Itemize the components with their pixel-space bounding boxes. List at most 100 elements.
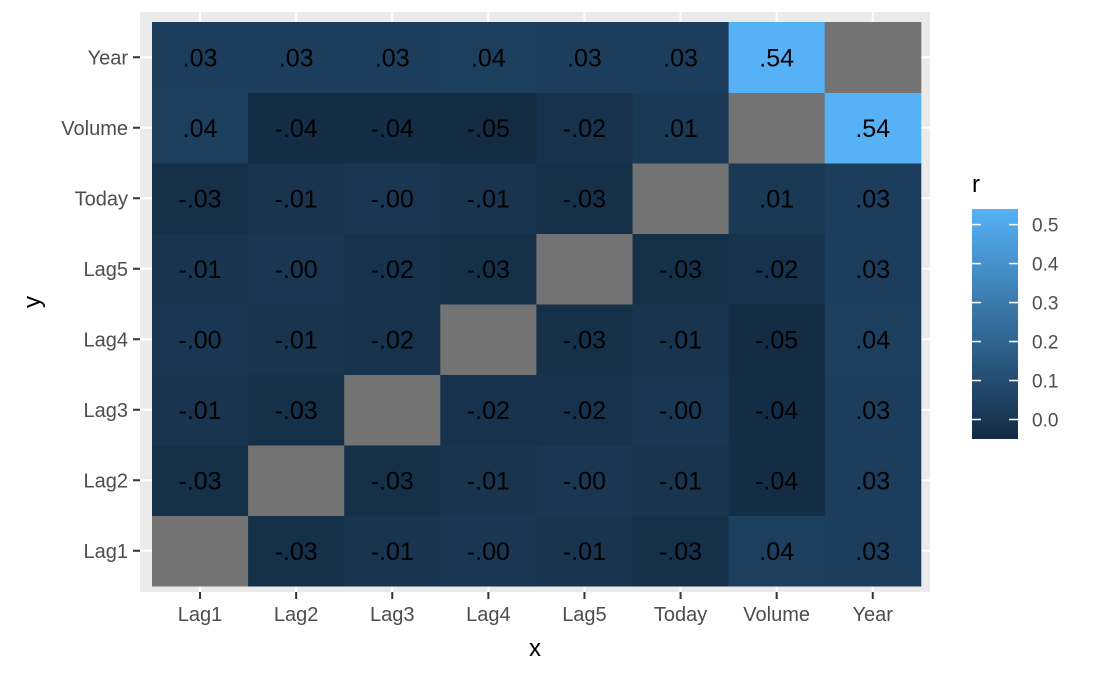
heatmap-cell (440, 163, 537, 234)
cell-value-label: -.03 (275, 538, 318, 566)
cell-value-label: -.00 (371, 185, 414, 213)
cell-value-label: .03 (567, 44, 602, 72)
cell-value-label: .03 (375, 44, 410, 72)
heatmap-cell (824, 163, 922, 234)
heatmap-cell (248, 92, 345, 164)
x-tick-label: Year (853, 604, 894, 626)
cell-value-label: .01 (663, 115, 698, 143)
legend-tick-label: 0.0 (1032, 411, 1058, 432)
heatmap-cell (632, 22, 730, 93)
cell-value-label: -.03 (275, 397, 318, 425)
heatmap-cell (248, 374, 345, 446)
cell-value-label: -.03 (179, 467, 222, 495)
cell-value-label: -.03 (659, 256, 702, 284)
heatmap-cell (536, 233, 633, 305)
heatmap-cell (824, 92, 922, 164)
y-tick-label: Volume (61, 118, 128, 140)
cell-value-label: -.01 (179, 397, 222, 425)
heatmap-cell (440, 92, 537, 164)
cell-value-label: .01 (759, 185, 794, 213)
cell-value-label: -.02 (563, 115, 606, 143)
heatmap-cell (248, 304, 345, 375)
legend-ticks: 0.0 0.1 0.2 0.3 0.4 0.5 (972, 216, 1059, 432)
cell-value-label: -.04 (371, 115, 414, 143)
heatmap-cell (632, 445, 730, 516)
cell-value-label: -.00 (467, 538, 510, 566)
cell-value-label: -.00 (563, 467, 606, 495)
cell-value-label: -.05 (755, 326, 798, 354)
heatmap-cell (536, 304, 633, 375)
heatmap-cell (344, 515, 441, 587)
cell-value-label: -.04 (275, 115, 318, 143)
cell-value-label: -.02 (467, 397, 510, 425)
heatmap-cell (728, 445, 826, 516)
cell-value-label: .04 (759, 538, 794, 566)
y-tick-label: Lag1 (84, 541, 129, 563)
heatmap-cell (248, 445, 345, 516)
cell-value-label: -.02 (371, 256, 414, 284)
y-tick-label: Year (88, 47, 129, 69)
heatmap-cell (344, 92, 441, 164)
legend-tick-label: 0.5 (1032, 216, 1058, 237)
x-tick-label: Lag1 (178, 604, 223, 626)
heatmap-cell (152, 374, 249, 446)
legend-colorbar (972, 209, 1018, 439)
heatmap-cell (632, 304, 730, 375)
heatmap-cell-labels: -.03 -.01 -.00 -.01 -.03 .04 .03 -.03 -.03 -.01 -.… (179, 44, 891, 566)
heatmap-cell (728, 163, 826, 234)
heatmap-cell (728, 233, 826, 305)
color-legend: r 0.0 0.1 0.2 0.3 0.4 0.5 (972, 171, 1059, 439)
cell-value-label: .03 (663, 44, 698, 72)
y-tick-label: Lag5 (84, 259, 129, 281)
heatmap-cell (344, 233, 441, 305)
y-tick-label: Lag4 (84, 329, 129, 351)
cell-value-label: -.01 (275, 326, 318, 354)
cell-value-label: -.02 (563, 397, 606, 425)
heatmap-cell (440, 445, 537, 516)
heatmap-cell (632, 163, 730, 234)
heatmap-cell (728, 92, 826, 164)
cell-value-label: .03 (279, 44, 314, 72)
cell-value-label: -.00 (275, 256, 318, 284)
cell-value-label: -.05 (467, 115, 510, 143)
cell-value-label: -.01 (467, 467, 510, 495)
cell-value-label: -.01 (467, 185, 510, 213)
legend-tick-label: 0.1 (1032, 372, 1058, 393)
heatmap-cell (152, 163, 249, 234)
cell-value-label: -.01 (563, 538, 606, 566)
heatmap-cell (440, 233, 537, 305)
cell-value-label: .03 (855, 467, 890, 495)
heatmap-cell (152, 22, 249, 93)
heatmap-cell (536, 445, 633, 516)
legend-title: r (972, 171, 980, 198)
cell-value-label: -.04 (755, 397, 798, 425)
cell-value-label: -.01 (179, 256, 222, 284)
heatmap-cell (536, 374, 633, 446)
y-axis-title: y (19, 296, 46, 308)
heatmap-cell (632, 92, 730, 164)
cell-value-label: .54 (855, 115, 890, 143)
heatmap-cell (632, 233, 730, 305)
heatmap-cell (632, 374, 730, 446)
legend-tick-label: 0.3 (1032, 294, 1058, 315)
cell-value-label: -.01 (371, 538, 414, 566)
cell-value-label: -.02 (755, 256, 798, 284)
cell-value-label: -.02 (371, 326, 414, 354)
cell-value-label: .03 (855, 185, 890, 213)
heatmap-cell (824, 304, 922, 375)
heatmap-cell (344, 445, 441, 516)
heatmap-cell (728, 374, 826, 446)
heatmap-cell (440, 374, 537, 446)
heatmap-cell (152, 233, 249, 305)
cell-value-label: .04 (183, 115, 218, 143)
cell-value-label: .04 (471, 44, 506, 72)
heatmap-cell (824, 233, 922, 305)
cell-value-label: -.01 (659, 326, 702, 354)
heatmap-cell (632, 515, 730, 587)
heatmap-cell (152, 92, 249, 164)
heatmap-cell (536, 515, 633, 587)
x-tick-label: Lag2 (274, 604, 319, 626)
heatmap-cell (824, 515, 922, 587)
x-tick-label: Volume (743, 604, 810, 626)
